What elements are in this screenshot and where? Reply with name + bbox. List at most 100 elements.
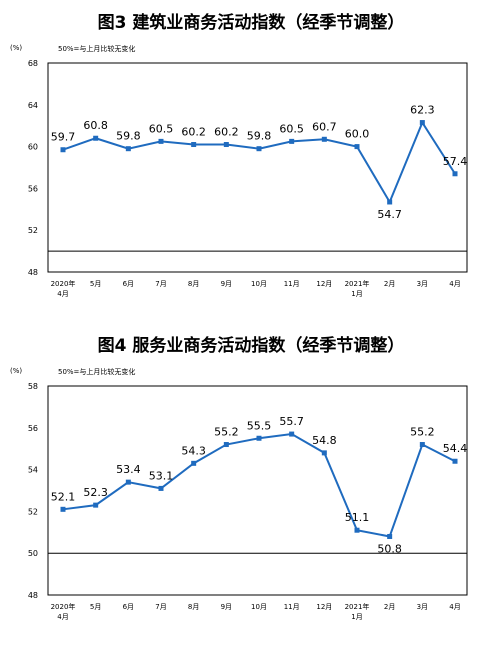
- x-tick-label: 10月: [251, 280, 267, 288]
- data-point: [191, 142, 197, 148]
- chart-4: 图4 服务业商务活动指数（经季节调整） (%) 50%=与上月比较无变化 48 5…: [0, 323, 502, 646]
- data-label: 55.2: [410, 426, 435, 439]
- data-point: [289, 138, 295, 144]
- data-point: [452, 171, 458, 177]
- data-point: [387, 533, 393, 539]
- data-point: [158, 138, 164, 144]
- x-tick-label: 8月: [188, 280, 199, 288]
- y-tick-label: 58: [28, 382, 38, 391]
- data-point: [387, 199, 393, 205]
- data-label: 60.0: [345, 128, 370, 141]
- x-tick-label: 4月: [57, 290, 68, 298]
- data-point: [223, 142, 229, 148]
- x-tick-label: 1月: [351, 290, 362, 298]
- data-label: 60.2: [214, 126, 239, 139]
- data-point: [419, 442, 425, 448]
- data-point: [354, 144, 360, 150]
- x-tick-label: 2021年: [345, 279, 370, 288]
- data-label: 59.8: [247, 130, 272, 143]
- x-tick-label: 6月: [123, 280, 134, 288]
- x-tick-label: 4月: [57, 613, 68, 621]
- data-point: [60, 147, 66, 153]
- x-tick-label: 5月: [90, 603, 101, 611]
- data-label: 51.1: [345, 511, 370, 524]
- data-point: [125, 479, 131, 485]
- data-label: 60.5: [279, 122, 304, 135]
- x-tick-label: 12月: [316, 280, 332, 288]
- x-tick-label: 9月: [221, 603, 232, 611]
- data-label: 52.3: [83, 486, 108, 499]
- data-label: 52.1: [51, 490, 76, 503]
- data-point: [321, 450, 327, 456]
- data-point: [191, 460, 197, 466]
- data-label: 55.5: [247, 419, 272, 432]
- data-label: 50.8: [377, 542, 402, 555]
- x-tick-label: 2月: [384, 603, 395, 611]
- data-label: 55.7: [279, 415, 304, 428]
- x-tick-label: 1月: [351, 613, 362, 621]
- data-point: [256, 435, 262, 441]
- data-point: [452, 458, 458, 464]
- data-label: 54.8: [312, 434, 337, 447]
- y-tick-label: 68: [28, 59, 38, 68]
- x-tick-label: 2020年: [51, 602, 76, 611]
- y-tick-label: 54: [28, 466, 38, 475]
- chart-3: 图3 建筑业商务活动指数（经季节调整） (%) 50%=与上月比较无变化 48 5…: [10, 13, 468, 298]
- y-unit-label: (%): [10, 367, 23, 375]
- data-point: [93, 135, 99, 141]
- x-tick-label: 3月: [417, 280, 428, 288]
- data-label: 62.3: [410, 104, 435, 117]
- data-point: [419, 120, 425, 126]
- x-tick-label: 9月: [221, 280, 232, 288]
- data-label: 53.1: [149, 469, 174, 482]
- plot-frame: [47, 385, 468, 596]
- data-point: [93, 502, 99, 508]
- data-point: [60, 506, 66, 512]
- x-tick-label: 12月: [316, 603, 332, 611]
- data-point: [321, 136, 327, 142]
- y-unit-label: (%): [10, 44, 23, 52]
- x-tick-label: 11月: [284, 603, 300, 611]
- data-label: 55.2: [214, 426, 239, 439]
- data-label: 59.8: [116, 130, 141, 143]
- y-tick-label: 48: [28, 591, 38, 600]
- data-label: 57.4: [443, 155, 468, 168]
- y-tick-label: 52: [28, 226, 38, 235]
- data-label: 53.4: [116, 463, 141, 476]
- x-tick-label: 3月: [417, 603, 428, 611]
- x-tick-label: 10月: [251, 603, 267, 611]
- y-tick-label: 56: [28, 424, 38, 433]
- data-label: 54.7: [377, 208, 402, 221]
- x-tick-label: 4月: [449, 280, 460, 288]
- x-tick-label: 7月: [155, 603, 166, 611]
- x-tick-label: 6月: [123, 603, 134, 611]
- chart-note: 50%=与上月比较无变化: [58, 45, 136, 53]
- x-tick-label: 8月: [188, 603, 199, 611]
- y-tick-label: 48: [28, 268, 38, 277]
- data-point: [158, 485, 164, 491]
- chart-note: 50%=与上月比较无变化: [58, 368, 136, 376]
- x-tick-label: 2021年: [345, 602, 370, 611]
- data-point: [354, 527, 360, 533]
- chart-3-plot: 48 52 56 60 64 68 2020年 4月 5月 6月 7月 8月 9月 10月 11月 12月 20…: [28, 59, 468, 298]
- x-tick-label: 7月: [155, 280, 166, 288]
- data-point: [256, 146, 262, 152]
- data-label: 60.2: [181, 126, 206, 139]
- y-tick-label: 50: [28, 549, 38, 558]
- data-point: [223, 442, 229, 448]
- data-point: [289, 431, 295, 437]
- x-tick-label: 4月: [449, 603, 460, 611]
- y-tick-label: 52: [28, 507, 38, 516]
- plot-frame: [47, 62, 468, 273]
- data-label: 60.7: [312, 120, 337, 133]
- x-tick-label: 11月: [284, 280, 300, 288]
- y-tick-label: 56: [28, 184, 38, 193]
- data-label: 60.5: [149, 122, 174, 135]
- chart-4-plot: 48 50 52 54 56 58 2020年 4月 5月 6月 7月 8月 9月 10月 11月 12月 20…: [28, 382, 468, 621]
- y-tick-label: 64: [28, 101, 38, 110]
- chart-title: 图4 服务业商务活动指数（经季节调整）: [97, 336, 405, 356]
- data-label: 59.7: [51, 131, 76, 144]
- chart-title: 图3 建筑业商务活动指数（经季节调整）: [97, 13, 405, 33]
- data-label: 54.4: [443, 442, 468, 455]
- data-point: [125, 146, 131, 152]
